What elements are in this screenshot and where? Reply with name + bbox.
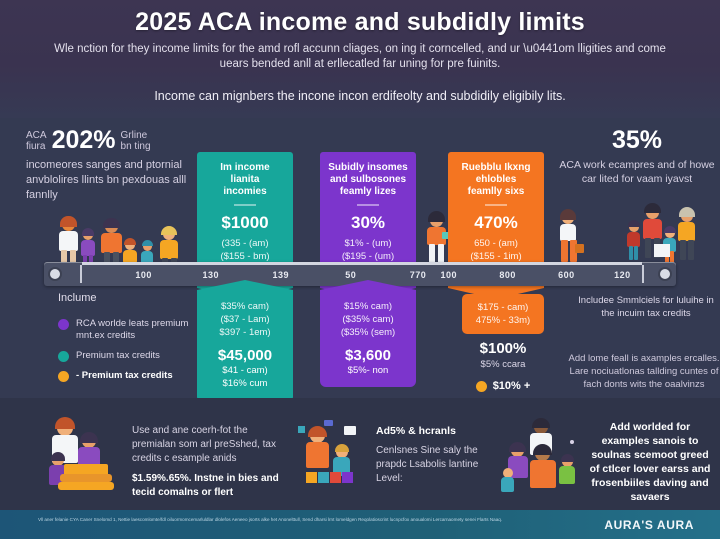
bottom-cell-premium-tax-credits: Use and ane coerh-fot the premialan som … xyxy=(132,424,284,500)
right-callout-body: ACA work ecampres and of howe car lited … xyxy=(559,159,715,185)
illustration-large-family xyxy=(500,418,588,494)
axis-handle-left[interactable] xyxy=(50,269,60,279)
column-divider xyxy=(485,204,507,206)
illustration-family-coins xyxy=(44,417,130,496)
left-callout-suffix: Grline bn ting xyxy=(120,129,151,152)
column-value: $1000 xyxy=(221,213,269,232)
bottom-cell-strong: $1.59%.65%. Instne in bies and tecid com… xyxy=(132,473,279,498)
people-group-right xyxy=(612,203,708,266)
bottom-cell-body: Use and ane coerh-fot the premialan som … xyxy=(132,425,276,464)
pod-sub-2: ($35% cam) xyxy=(342,314,394,325)
legend-item-label: - Premium tax credits xyxy=(76,370,173,381)
legend-item-label: RCA worlde leats premium mnt.ex credits xyxy=(76,318,189,341)
bottom-cell-examples: Add worlded for examples sanois to souln… xyxy=(588,420,712,504)
pod-sub-3: $397 - 1em) xyxy=(219,327,271,338)
right-note-subsidies: Includee Smmlciels for luluihe in the in… xyxy=(578,295,714,319)
axis-tick: 139 xyxy=(272,270,290,280)
header-subtitle-secondary: Income can mignbers the incone incon erd… xyxy=(154,89,566,103)
page-title: 2025 ACA income and subdidly limits xyxy=(135,8,585,36)
column-title: Ruebblu Ikxng ehlobles feamlly sixs xyxy=(461,162,531,197)
axis-tick: 800 xyxy=(499,270,516,280)
illustration-parent-child-blocks xyxy=(296,420,366,492)
legend-item-aca-premium[interactable]: RCA worlde leats premium mnt.ex credits xyxy=(58,318,208,342)
footer-disclaimer: Vll aner felanie CYA Caner Snelomd 1, Ne… xyxy=(38,517,503,522)
mid-value: $100% xyxy=(479,340,527,357)
column-value: 470% xyxy=(474,213,518,232)
pod-value: $3,600 xyxy=(345,347,391,364)
mid-value-chip-label: $10% + xyxy=(492,380,531,392)
axis-tick: 600 xyxy=(558,270,575,280)
column-value: 30% xyxy=(350,213,386,232)
pod-sub-2: ($37 - Lam) xyxy=(220,314,270,325)
header-band: 2025 ACA income and subdidly limits Wle … xyxy=(0,0,720,118)
axis-tick: 770 xyxy=(409,270,427,280)
bottom-cell-title: Ad5% & hcranls xyxy=(376,425,456,437)
column-divider xyxy=(357,204,379,206)
axis-handle-right[interactable] xyxy=(660,269,670,279)
legend-item-premium-tax-credits-alt[interactable]: - Premium tax credits xyxy=(58,370,208,382)
right-callout-value: 35% xyxy=(611,126,663,154)
footer-band: Vll aner felanie CYA Caner Snelomd 1, Ne… xyxy=(0,510,720,539)
legend: Inclume RCA worlde leats premium mnt.ex … xyxy=(58,292,208,390)
bottom-cell-adds-changes: Ad5% & hcranls Cenlsnes Sine saly the pr… xyxy=(376,424,506,486)
axis-tick: 100 xyxy=(135,270,152,280)
pod-value-sub-1: $5%- non xyxy=(347,365,389,376)
column-sub-1: $1% - (um) xyxy=(344,238,392,249)
pod-income-limits[interactable]: $35% cam) ($37 - Lam) $397 - 1em) $45,00… xyxy=(197,290,293,400)
axis-tick: 130 xyxy=(202,270,220,280)
legend-title: Inclume xyxy=(58,292,97,304)
footer-logo: AURA'S AURA xyxy=(604,518,694,532)
pod-sub-1: $175 - cam) xyxy=(477,302,529,313)
pod-sub-2: 475% - 33m) xyxy=(475,315,531,326)
legend-item-premium-tax-credits[interactable]: Premium tax credits xyxy=(58,350,208,362)
axis-tick: 100 xyxy=(440,270,458,280)
column-sub-2: ($155 - bm) xyxy=(220,251,270,262)
pod-sub-3: ($35% (sem) xyxy=(340,327,396,338)
mid-value-chip[interactable]: $10% + xyxy=(475,380,531,392)
mid-value-block: $100% $5% ccara $10% + xyxy=(455,340,551,397)
header-subtitle: Wle nction for they income limits for th… xyxy=(54,43,666,70)
mid-value-sub: $5% ccara xyxy=(480,359,526,370)
axis-track: 100 130 139 50 770 100 800 600 120 xyxy=(80,262,644,283)
left-callout-prelabel: ACA fiura xyxy=(26,129,47,152)
column-divider xyxy=(234,204,256,206)
column-title: Subidly insomes and sulbosones feamly li… xyxy=(328,162,408,197)
legend-item-label: Premium tax credits xyxy=(76,350,160,361)
column-sub-2: ($155 - 1im) xyxy=(470,251,522,262)
axis-tick: 50 xyxy=(345,270,357,280)
pod-subsidy-incomes[interactable]: $15% cam) ($35% cam) ($35% (sem) $3,600 … xyxy=(320,290,416,387)
bottom-cell-body: Cenlsnes Sine saly the prapdc Lsabolis l… xyxy=(376,445,479,484)
pod-eligible-family-sizes[interactable]: $175 - cam) 475% - 33m) xyxy=(462,294,544,334)
people-group-left xyxy=(48,216,178,270)
pod-value-sub-1: $41 - cam) xyxy=(222,365,268,376)
people-figure-middle xyxy=(420,211,454,266)
pod-sub-1: $15% cam) xyxy=(343,301,393,312)
right-callout: 35% ACA work ecampres and of howe car li… xyxy=(558,126,716,186)
left-callout: ACA fiura 202% Grline bn ting incomeores… xyxy=(26,126,211,203)
legend-dot-icon xyxy=(58,351,69,362)
orange-dot-icon xyxy=(475,380,487,392)
column-sub-1: 650 - (am) xyxy=(474,238,518,249)
left-callout-value: 202% xyxy=(51,126,116,154)
bottom-cell-body: Add worlded for examples sanois to souln… xyxy=(589,421,711,503)
people-figure-right-single xyxy=(552,209,586,266)
bottom-band xyxy=(0,398,720,510)
left-callout-body: incomeores sanges and ptornial anvblolir… xyxy=(26,159,187,201)
pod-value-sub-2: $16% cum xyxy=(222,378,268,389)
pod-value: $45,000 xyxy=(217,347,273,364)
legend-dot-icon xyxy=(58,371,69,382)
pod-sub-1: $35% cam) xyxy=(220,301,270,312)
axis-tick: 120 xyxy=(614,270,631,280)
right-note-examples: Add lome feall is axamples ercalles. Lar… xyxy=(568,353,720,390)
column-sub-1: (335 - (am) xyxy=(221,238,269,249)
column-sub-2: ($195 - (um) xyxy=(341,251,395,262)
column-title: Im income lianita incomies xyxy=(220,162,270,197)
legend-dot-icon xyxy=(58,319,69,330)
